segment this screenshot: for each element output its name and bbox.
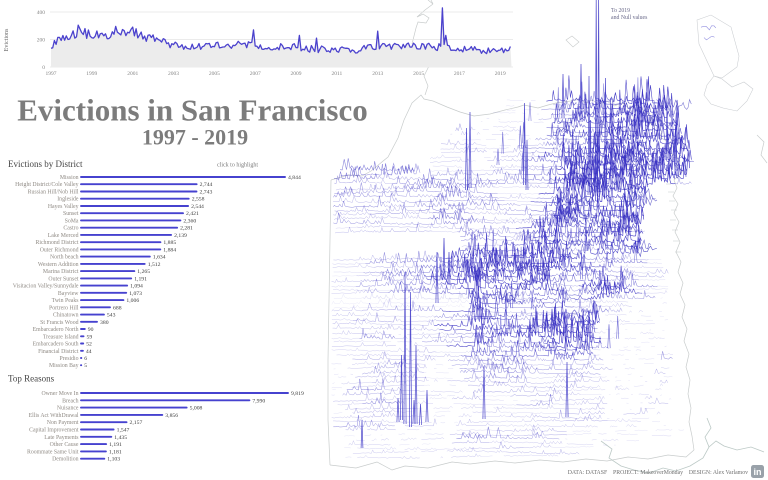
svg-text:2,558: 2,558 [192, 197, 205, 203]
svg-text:Outer Sunset: Outer Sunset [48, 276, 78, 282]
svg-text:1,181: 1,181 [109, 449, 122, 455]
svg-text:Marina District: Marina District [43, 269, 79, 275]
svg-text:2003: 2003 [168, 71, 179, 77]
svg-text:1997 - 2019: 1997 - 2019 [142, 125, 248, 150]
svg-text:2009: 2009 [291, 71, 302, 77]
svg-text:Portrero Hill: Portrero Hill [49, 305, 79, 311]
svg-text:1,103: 1,103 [107, 457, 120, 463]
svg-text:3,856: 3,856 [165, 413, 178, 419]
svg-text:Financial District: Financial District [38, 349, 79, 355]
svg-text:1,191: 1,191 [109, 442, 122, 448]
svg-text:SoMa: SoMa [65, 218, 79, 224]
svg-text:2013: 2013 [372, 71, 383, 77]
svg-text:Late Payments: Late Payments [44, 435, 79, 441]
svg-text:6: 6 [84, 356, 87, 362]
svg-text:5,008: 5,008 [190, 406, 203, 412]
svg-text:Evictions: Evictions [4, 28, 10, 51]
svg-text:4,844: 4,844 [288, 175, 301, 181]
svg-text:200: 200 [37, 38, 46, 44]
svg-text:1,006: 1,006 [126, 298, 139, 304]
svg-text:90: 90 [88, 327, 94, 333]
svg-text:9,819: 9,819 [291, 391, 304, 397]
svg-text:Outer Richmond: Outer Richmond [40, 247, 79, 253]
svg-text:2017: 2017 [454, 71, 465, 77]
svg-text:Chinatown: Chinatown [53, 313, 79, 319]
svg-text:Height District/Cole Valley: Height District/Cole Valley [15, 182, 78, 188]
svg-text:Capital Improvement: Capital Improvement [29, 428, 79, 434]
svg-text:Ingleside: Ingleside [57, 197, 79, 203]
svg-text:2,281: 2,281 [180, 226, 193, 232]
svg-text:1,547: 1,547 [117, 428, 130, 434]
svg-text:DATA: DATASF PROJECT: Makeo: DATA: DATASF PROJECT: MakeoverMonday DES… [568, 470, 748, 476]
svg-text:Owner Move In: Owner Move In [41, 391, 78, 397]
svg-text:2001: 2001 [127, 71, 138, 77]
svg-text:To 2019: To 2019 [611, 8, 630, 14]
svg-text:Evictions by District: Evictions by District [8, 159, 83, 169]
svg-text:Western Addition: Western Addition [38, 262, 79, 268]
svg-text:Mission Bay: Mission Bay [49, 363, 79, 369]
svg-text:5: 5 [84, 363, 87, 369]
svg-text:Presidio: Presidio [59, 356, 78, 362]
svg-text:2011: 2011 [332, 71, 343, 77]
svg-text:1999: 1999 [86, 71, 97, 77]
svg-text:1,885: 1,885 [163, 240, 176, 246]
svg-text:688: 688 [113, 305, 122, 311]
svg-text:2,157: 2,157 [130, 420, 143, 426]
svg-text:2007: 2007 [250, 71, 261, 77]
svg-text:1997: 1997 [46, 71, 57, 77]
svg-text:2,360: 2,360 [183, 218, 196, 224]
svg-text:Other Cause: Other Cause [50, 442, 79, 448]
svg-text:Mission: Mission [60, 175, 79, 181]
svg-text:59: 59 [87, 334, 93, 340]
svg-text:Embarcadero South: Embarcadero South [33, 342, 79, 348]
svg-text:Ellis Act WithDrawal: Ellis Act WithDrawal [29, 413, 79, 419]
svg-text:Nuisance: Nuisance [57, 406, 79, 412]
svg-text:Hayes Valley: Hayes Valley [48, 204, 79, 210]
svg-text:2019: 2019 [495, 71, 506, 77]
svg-text:2,744: 2,744 [200, 182, 213, 188]
svg-text:click to highlight: click to highlight [217, 163, 258, 169]
svg-text:Lake Merced: Lake Merced [48, 233, 79, 239]
svg-text:2005: 2005 [209, 71, 220, 77]
svg-text:Sunset: Sunset [63, 211, 79, 217]
svg-text:44: 44 [86, 349, 92, 355]
svg-text:2,421: 2,421 [186, 211, 199, 217]
svg-text:Embarcadero North: Embarcadero North [33, 327, 79, 333]
svg-text:1,435: 1,435 [114, 435, 127, 441]
svg-text:2,139: 2,139 [174, 233, 187, 239]
svg-text:Richmond District: Richmond District [36, 240, 79, 246]
svg-text:Bayview: Bayview [58, 291, 79, 297]
svg-text:North beach: North beach [50, 255, 79, 261]
svg-text:1,191: 1,191 [134, 276, 147, 282]
svg-text:0: 0 [42, 65, 45, 71]
svg-text:2,743: 2,743 [200, 190, 213, 196]
svg-text:1,073: 1,073 [129, 291, 142, 297]
svg-text:Breach: Breach [62, 398, 79, 404]
svg-text:Demolition: Demolition [52, 457, 79, 463]
svg-text:1,512: 1,512 [148, 262, 161, 268]
svg-text:1,634: 1,634 [153, 255, 166, 261]
svg-text:1,094: 1,094 [130, 284, 143, 290]
svg-text:Treasure Island: Treasure Island [43, 334, 79, 340]
svg-text:in: in [754, 467, 762, 477]
svg-text:Russian Hill/Nob Hill: Russian Hill/Nob Hill [28, 190, 79, 196]
svg-text:Twin Peaks: Twin Peaks [52, 298, 80, 304]
svg-text:and Null values: and Null values [611, 15, 648, 21]
svg-text:2015: 2015 [413, 71, 424, 77]
svg-text:Evictions in San Francisco: Evictions in San Francisco [17, 93, 368, 128]
svg-text:1,265: 1,265 [137, 269, 150, 275]
svg-text:Top Reasons: Top Reasons [8, 374, 55, 384]
svg-text:52: 52 [86, 342, 92, 348]
svg-text:Roommate Same Unit: Roommate Same Unit [27, 449, 79, 455]
svg-text:543: 543 [107, 313, 116, 319]
svg-text:Visitacion Valley/Sunnydale: Visitacion Valley/Sunnydale [13, 284, 79, 290]
svg-text:400: 400 [37, 10, 46, 16]
svg-text:7,990: 7,990 [252, 398, 265, 404]
svg-text:Castro: Castro [63, 226, 78, 232]
svg-text:St Francis Wood: St Francis Wood [40, 320, 78, 326]
svg-text:Non Payment: Non Payment [47, 420, 79, 426]
svg-text:2,544: 2,544 [191, 204, 204, 210]
svg-text:380: 380 [100, 320, 109, 326]
svg-text:1,884: 1,884 [163, 247, 176, 253]
